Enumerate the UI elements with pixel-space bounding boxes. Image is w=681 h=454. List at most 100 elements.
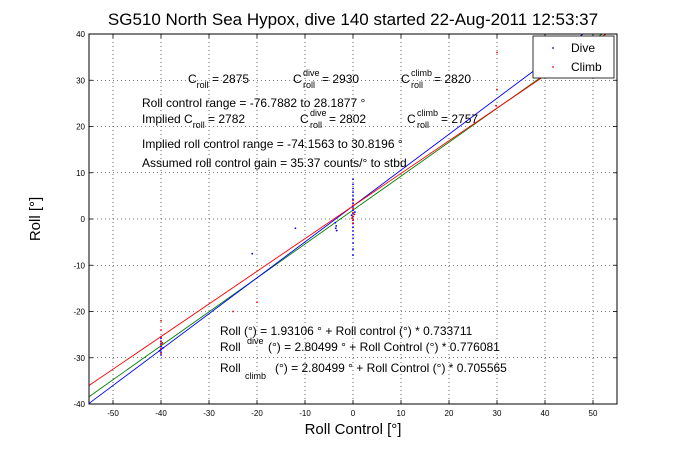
fit-lines xyxy=(88,33,607,404)
climb-point xyxy=(160,319,162,322)
grid xyxy=(89,34,617,404)
legend-climb-marker xyxy=(552,66,554,68)
dive-point xyxy=(335,229,338,232)
y-tick-label: -10 xyxy=(73,261,85,270)
dive-point xyxy=(352,237,354,240)
x-tick-label: 0 xyxy=(351,409,356,418)
dive-point xyxy=(335,225,338,227)
x-ticks: -50 -40 -30 -20 -10 0 10 20 30 40 50 xyxy=(107,34,598,418)
climb-point xyxy=(496,51,498,54)
x-tick-label: 40 xyxy=(541,409,550,418)
dive-point xyxy=(354,211,356,213)
data-points xyxy=(158,51,498,356)
dive-point xyxy=(352,254,354,256)
x-axis-label: Roll Control [°] xyxy=(305,421,402,438)
x-tick-label: -50 xyxy=(107,409,119,418)
x-tick-label: 20 xyxy=(445,409,454,418)
y-tick-label: 10 xyxy=(76,169,85,178)
dive-point xyxy=(352,226,354,229)
annotation-c-roll: Croll = 2875 xyxy=(188,72,249,90)
y-tick-label: -40 xyxy=(73,400,85,409)
dive-point xyxy=(352,183,354,186)
annotation-eq-dive: Roll dive (°) = 2.80499 ° + Roll Control… xyxy=(220,333,500,354)
dive-point xyxy=(352,248,354,250)
dive-point xyxy=(160,354,162,356)
x-tick-label: 50 xyxy=(589,409,598,418)
dive-point xyxy=(158,349,161,352)
x-tick-label: 30 xyxy=(493,409,502,418)
y-axis-label: Roll [°] xyxy=(27,197,44,241)
climb-point xyxy=(352,207,354,210)
annotation-gain: Assumed roll control gain = 35.37 counts… xyxy=(142,156,407,170)
climb-point xyxy=(160,352,162,355)
dive-point xyxy=(160,337,162,340)
annotations: Croll = 2875 C dive roll = 2930 C climb … xyxy=(142,65,507,382)
climb-point xyxy=(352,211,354,214)
climb-point xyxy=(352,222,354,225)
dive-point xyxy=(352,206,354,208)
climb-point xyxy=(352,219,354,221)
climb-point xyxy=(160,329,162,331)
legend: Dive Climb xyxy=(532,35,615,79)
annotation-c-roll-dive: C dive roll = 2930 xyxy=(293,65,359,91)
climb-point xyxy=(495,104,497,107)
annotation-implied-range: Implied roll control range = -74.1563 to… xyxy=(142,137,403,151)
fit-line-dive xyxy=(88,33,584,404)
climb-point xyxy=(160,336,162,338)
y-tick-label: 40 xyxy=(76,30,85,39)
climb-point xyxy=(352,199,354,202)
dive-point xyxy=(334,227,337,230)
dive-point xyxy=(352,233,354,236)
x-tick-label: -40 xyxy=(155,409,167,418)
dive-point xyxy=(352,194,354,197)
chart-title: SG510 North Sea Hypox, dive 140 started … xyxy=(108,10,598,29)
climb-point xyxy=(160,347,162,350)
legend-dive-marker xyxy=(552,47,554,49)
dive-point xyxy=(352,242,354,244)
x-tick-label: -20 xyxy=(251,409,263,418)
x-tick-label: 10 xyxy=(397,409,406,418)
annotation-eq-all: Roll (°) = 1.93106 ° + Roll control (°) … xyxy=(220,324,473,338)
y-tick-label: -20 xyxy=(73,308,85,317)
y-tick-label: 0 xyxy=(81,215,86,224)
legend-dive-label: Dive xyxy=(571,41,595,55)
dive-point xyxy=(352,230,354,232)
dive-point xyxy=(352,202,354,205)
dive-point xyxy=(251,252,254,255)
y-tick-label: -30 xyxy=(73,354,85,363)
annotation-implied-c-roll-climb: C climb roll = 2757 xyxy=(407,105,478,131)
climb-point xyxy=(352,215,354,218)
climb-point xyxy=(161,342,164,344)
annotation-implied-c-roll: Implied Croll = 2782 xyxy=(142,112,245,130)
climb-point xyxy=(351,217,353,219)
climb-point xyxy=(160,340,162,343)
climb-point xyxy=(353,213,356,216)
y-tick-label: 30 xyxy=(76,76,85,85)
legend-box xyxy=(532,35,615,79)
fit-line-climb xyxy=(88,33,607,386)
climb-point xyxy=(160,343,162,346)
y-ticks: -40 -30 -20 -10 0 10 20 30 40 xyxy=(73,30,617,409)
annotation-eq-climb: Roll climb (°) = 2.80499 ° + Roll Contro… xyxy=(220,361,507,382)
legend-climb-label: Climb xyxy=(571,60,602,74)
dive-point xyxy=(160,345,162,348)
climb-point xyxy=(496,88,498,91)
annotation-c-roll-climb: C climb roll = 2820 xyxy=(401,65,471,91)
dive-point xyxy=(352,187,354,190)
dive-point xyxy=(352,191,354,194)
dive-point xyxy=(334,221,337,224)
x-tick-label: -10 xyxy=(299,409,311,418)
climb-point xyxy=(352,204,354,207)
climb-point xyxy=(256,301,258,304)
climb-point xyxy=(232,310,234,313)
annotation-implied-c-roll-dive: C dive roll = 2802 xyxy=(300,105,366,131)
dive-point xyxy=(350,214,353,217)
dive-point xyxy=(294,227,297,230)
dive-point xyxy=(352,209,354,212)
x-tick-label: -30 xyxy=(203,409,215,418)
annotation-range: Roll control range = -76.7882 to 28.1877… xyxy=(142,96,365,110)
y-tick-label: 20 xyxy=(76,123,85,132)
dive-point xyxy=(352,178,354,181)
dive-point xyxy=(162,347,164,349)
